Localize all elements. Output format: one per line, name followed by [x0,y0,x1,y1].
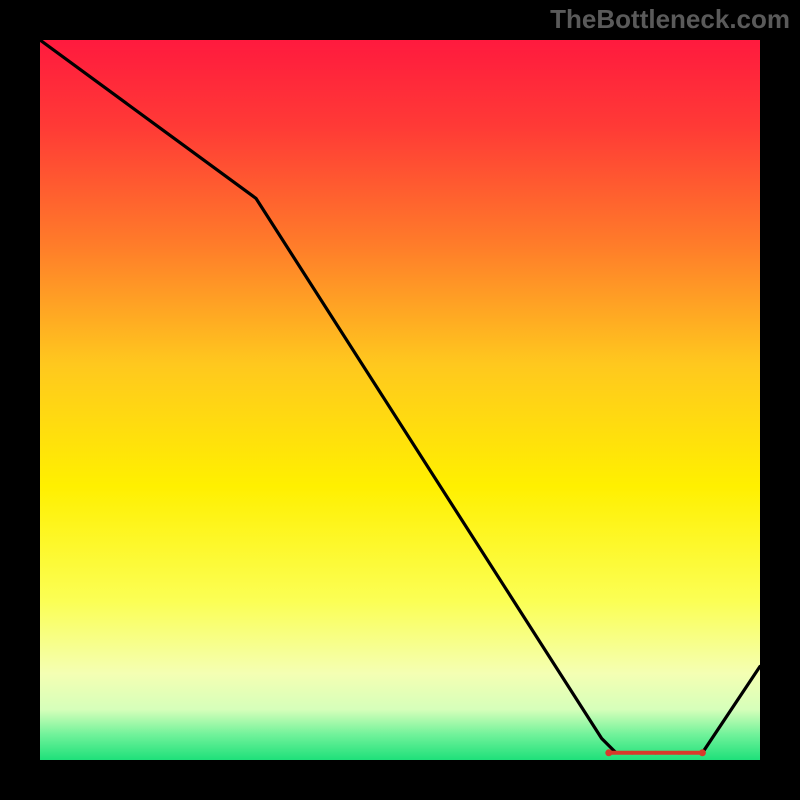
chart-container: TheBottleneck.com [0,0,800,800]
optimal-range-inner-dot [654,751,658,755]
optimal-range-inner-dot [677,751,681,755]
optimal-range-inner-dot [630,751,634,755]
chart-svg [0,0,800,800]
optimal-range-start-dot [605,749,612,756]
watermark-text: TheBottleneck.com [550,4,790,35]
optimal-range-end-dot [699,749,706,756]
plot-background [40,40,760,760]
